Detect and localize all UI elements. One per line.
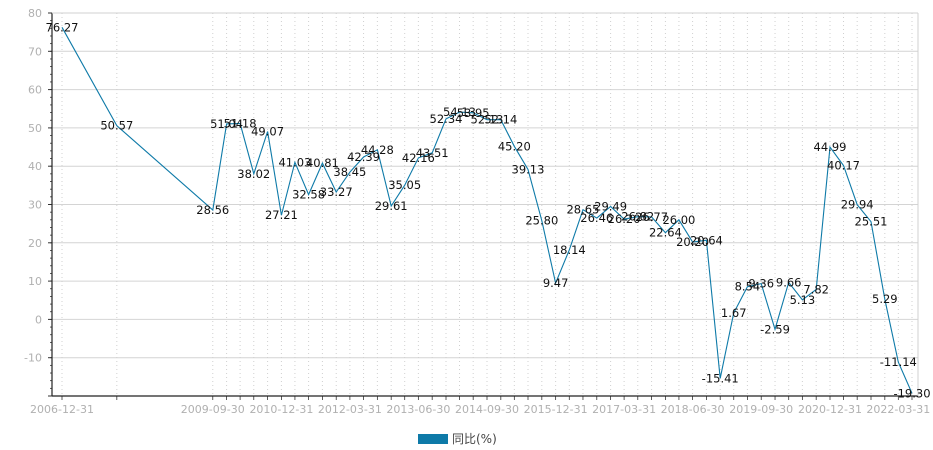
legend-swatch xyxy=(418,433,448,444)
data-label: 20.20 xyxy=(676,235,709,249)
y-tick-label: 0 xyxy=(35,313,42,326)
data-label: 26.77 xyxy=(635,210,668,224)
y-tick-label: 60 xyxy=(28,84,42,97)
data-label: -2.59 xyxy=(760,322,790,336)
y-tick-label: 20 xyxy=(28,237,42,250)
data-label: 29.61 xyxy=(375,199,408,213)
data-label: 26.82 xyxy=(621,210,654,224)
data-label: 22.64 xyxy=(649,226,682,240)
data-label: 41.03 xyxy=(278,155,311,169)
data-label: 44.99 xyxy=(814,140,847,154)
data-label: 29.94 xyxy=(841,198,874,212)
legend: 同比(%) xyxy=(418,430,497,447)
data-label: 33.27 xyxy=(320,185,353,199)
data-label: 38.02 xyxy=(237,167,270,181)
y-tick-label: -10 xyxy=(24,352,42,365)
x-tick-label: 2010-12-31 xyxy=(249,403,313,416)
data-label: 9.66 xyxy=(776,275,802,289)
data-label: -11.14 xyxy=(880,355,917,369)
series-line xyxy=(61,27,913,394)
data-label: 42.39 xyxy=(347,150,380,164)
data-label: 49.07 xyxy=(251,124,284,138)
x-tick-label: 2009-09-30 xyxy=(181,403,245,416)
data-label: 7.82 xyxy=(803,282,829,296)
y-tick-label: 30 xyxy=(28,199,42,212)
data-label: 29.49 xyxy=(594,199,627,213)
data-label: 51.04 xyxy=(210,117,243,131)
x-tick-label: 2012-03-31 xyxy=(318,403,382,416)
data-label: 52.34 xyxy=(430,112,463,126)
data-label: 26.20 xyxy=(608,212,641,226)
data-label: 52.14 xyxy=(484,113,517,127)
data-label: 43.51 xyxy=(416,146,449,160)
data-label: 28.56 xyxy=(196,203,229,217)
y-tick-label: 50 xyxy=(28,122,42,135)
data-label: 1.67 xyxy=(721,306,747,320)
data-label: 26.46 xyxy=(580,211,613,225)
x-tick-label: 2015-12-31 xyxy=(524,403,588,416)
x-tick-label: 2020-12-31 xyxy=(798,403,862,416)
data-label: 44.28 xyxy=(361,143,394,157)
legend-label: 同比(%) xyxy=(452,432,497,446)
data-label: 53.95 xyxy=(457,106,490,120)
data-label: 5.13 xyxy=(790,293,816,307)
data-label: 50.57 xyxy=(100,119,133,133)
data-label: 26.00 xyxy=(662,213,695,227)
data-label: 5.29 xyxy=(872,292,898,306)
x-tick-label: 2019-09-30 xyxy=(729,403,793,416)
x-tick-label: 2022-03-31 xyxy=(866,403,930,416)
data-label: 20.64 xyxy=(690,233,723,247)
y-tick-label: 70 xyxy=(28,45,42,58)
data-label: 42.16 xyxy=(402,151,435,165)
data-label: 35.05 xyxy=(388,178,421,192)
data-label: 27.21 xyxy=(265,208,298,222)
x-tick-label: 2006-12-31 xyxy=(30,403,94,416)
data-label: 25.80 xyxy=(525,214,558,228)
x-tick-label: 2017-03-31 xyxy=(592,403,656,416)
data-label: -19.30 xyxy=(893,386,930,400)
data-label: 18.14 xyxy=(553,243,586,257)
data-label: 9.36 xyxy=(748,277,774,291)
data-label: 45.20 xyxy=(498,139,531,153)
data-label: 32.58 xyxy=(292,188,325,202)
data-label: 38.45 xyxy=(333,165,366,179)
data-label: 76.27 xyxy=(46,20,79,34)
x-tick-label: 2014-09-30 xyxy=(455,403,519,416)
y-tick-label: 10 xyxy=(28,275,42,288)
data-label: -15.41 xyxy=(702,371,739,385)
y-tick-label: 40 xyxy=(28,160,42,173)
data-label: 28.65 xyxy=(566,203,599,217)
data-label: 52.13 xyxy=(471,113,504,127)
data-label: 25.51 xyxy=(855,215,888,229)
data-label: 8.54 xyxy=(735,280,761,294)
data-label: 40.17 xyxy=(827,159,860,173)
x-tick-label: 2018-06-30 xyxy=(661,403,725,416)
x-tick-label: 2013-06-30 xyxy=(386,403,450,416)
data-label: 40.81 xyxy=(306,156,339,170)
data-label: 54.13 xyxy=(443,105,476,119)
y-tick-label: 80 xyxy=(28,7,42,20)
data-label: 9.47 xyxy=(543,276,569,290)
data-label: 51.18 xyxy=(224,116,257,130)
data-label: 39.13 xyxy=(512,163,545,177)
